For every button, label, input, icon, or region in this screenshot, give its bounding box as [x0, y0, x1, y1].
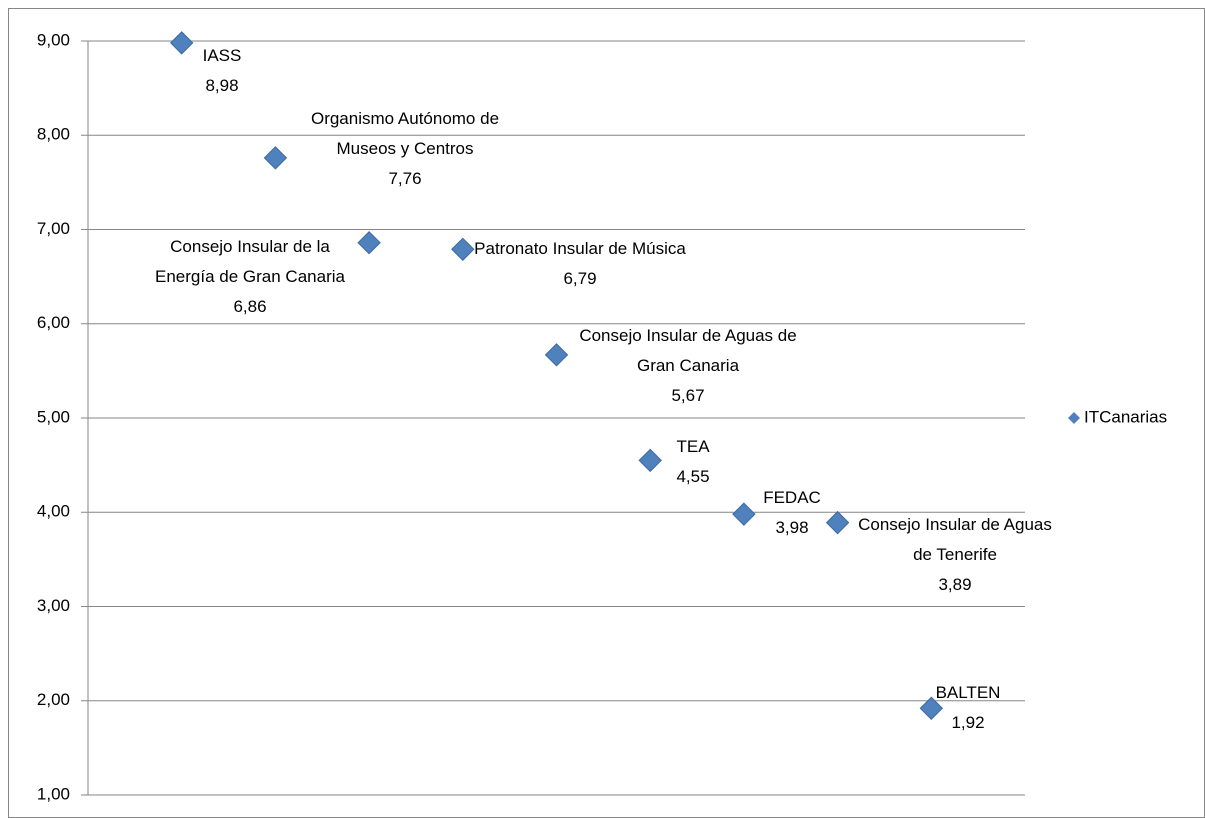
y-tick-label: 7,00	[37, 219, 70, 238]
chart-frame	[8, 8, 1205, 818]
value-label: 3,98	[775, 518, 809, 537]
data-label-text: Consejo Insular de la Energía de Gran Ca…	[145, 232, 355, 322]
y-tick-label: 4,00	[37, 502, 70, 521]
marker	[732, 502, 756, 526]
category-name: Consejo Insular de la Energía de Gran Ca…	[155, 237, 345, 286]
marker	[263, 146, 288, 170]
data-label: Consejo Insular de Aguas de Gran Canaria…	[563, 321, 813, 411]
legend-marker	[1068, 412, 1080, 424]
data-label: Consejo Insular de la Energía de Gran Ca…	[145, 232, 355, 322]
data-label-text: Consejo Insular de Aguas de Gran Canaria…	[563, 321, 813, 411]
category-name: Consejo Insular de Aguas de Tenerife	[858, 515, 1052, 564]
marker	[357, 230, 381, 255]
category-name: BALTEN	[935, 683, 1001, 702]
value-label: 4,55	[676, 467, 710, 486]
data-label: TEA 4,55	[658, 432, 728, 492]
data-label: BALTEN 1,92	[923, 678, 1013, 738]
value-label: 6,86	[233, 297, 267, 316]
value-label: 8,98	[205, 76, 239, 95]
data-label-text: Organismo Autónomo de Museos y Centros 7,…	[285, 104, 525, 194]
value-label: 1,92	[951, 713, 985, 732]
data-label: IASS 8,98	[187, 41, 257, 101]
category-name: TEA	[676, 437, 710, 456]
value-label: 6,79	[563, 269, 597, 288]
marker	[638, 448, 662, 473]
category-name: Consejo Insular de Aguas de Gran Canaria	[579, 326, 797, 375]
value-label: 3,89	[938, 575, 972, 594]
y-tick-label: 1,00	[37, 784, 70, 803]
y-tick-label: 9,00	[37, 30, 70, 49]
legend-label: ITCanarias	[1084, 407, 1167, 426]
y-tick-label: 5,00	[37, 407, 70, 426]
data-label-text: FEDAC 3,98	[752, 483, 832, 543]
data-label-text: BALTEN 1,92	[923, 678, 1013, 738]
category-name: Patronato Insular de Música	[474, 239, 686, 258]
category-name: IASS	[202, 46, 242, 65]
data-label: Organismo Autónomo de Museos y Centros 7,…	[285, 104, 525, 194]
data-label: FEDAC 3,98	[752, 483, 832, 543]
value-label: 5,67	[671, 386, 705, 405]
data-label-text: IASS 8,98	[187, 41, 257, 101]
data-label: Patronato Insular de Música 6,79	[470, 234, 690, 294]
marker	[451, 237, 475, 262]
value-label: 7,76	[388, 169, 422, 188]
y-tick-label: 8,00	[37, 125, 70, 144]
category-name: Organismo Autónomo de Museos y Centros	[310, 109, 500, 158]
marker	[825, 510, 850, 535]
data-label-text: TEA 4,55	[658, 432, 728, 492]
data-label-text: Patronato Insular de Música 6,79	[470, 234, 690, 294]
y-tick-label: 6,00	[37, 313, 70, 332]
data-label: Consejo Insular de Aguas de Tenerife 3,89	[850, 510, 1060, 600]
y-tick-label: 2,00	[37, 690, 70, 709]
marker	[919, 696, 944, 720]
y-tick-label: 3,00	[37, 596, 70, 615]
marker	[169, 31, 194, 55]
data-label-text: Consejo Insular de Aguas de Tenerife 3,89	[850, 510, 1060, 600]
category-name: FEDAC	[763, 488, 821, 507]
marker	[544, 343, 569, 367]
